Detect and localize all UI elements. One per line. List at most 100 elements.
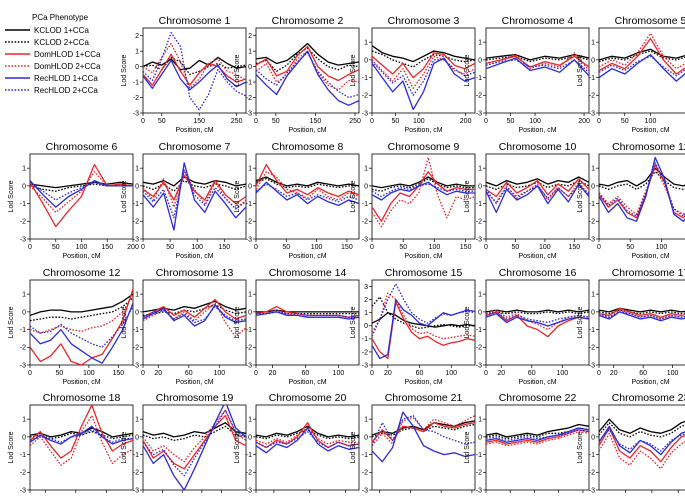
y-tick-label: -1: [20, 452, 26, 459]
y-tick-label: -1: [133, 452, 139, 459]
x-tick-label: 50: [282, 244, 290, 251]
plot-frame: [598, 153, 685, 240]
y-tick-label: 0: [478, 57, 482, 64]
y-tick-label: -3: [476, 362, 482, 369]
y-tick-label: -1: [476, 452, 482, 459]
y-tick-label: -3: [476, 487, 482, 493]
x-tick-label: 250: [349, 118, 361, 125]
y-tick-label: -3: [362, 362, 368, 369]
panel-title: Chromosome 21: [385, 392, 463, 404]
y-tick-label: 1: [22, 417, 26, 424]
panel-title: Chromosome 5: [615, 15, 685, 27]
panel-chromosome-6: Chromosome 6 -3 -2 -1 0 1 0 50 100 150 200 Position…: [8, 141, 139, 260]
panel-chromosome-8: Chromosome 8 -3 -2 -1 0 1 0 50 100 150 Position, c…: [234, 141, 360, 260]
panel-title: Chromosome 7: [159, 141, 231, 153]
y-tick-label: 1: [135, 292, 139, 299]
y-tick-label: 0: [364, 57, 368, 64]
series-line-domhlod-2-cca: [30, 171, 133, 214]
y-tick-label: -1: [362, 336, 368, 343]
x-tick-label: 100: [539, 244, 551, 251]
series-line-rechlod-2-cca: [256, 183, 359, 203]
legend-label-rechlod-2-cca: RecHLOD 2+CCa: [34, 86, 98, 95]
y-tick-label: -2: [589, 470, 595, 477]
y-axis-label: Lod Score: [577, 180, 584, 212]
y-tick-label: -2: [589, 93, 595, 100]
y-tick-label: 1: [591, 166, 595, 173]
x-axis-label: Position, cM: [404, 379, 442, 386]
series-line-rechlod-1-cca: [599, 156, 685, 222]
plot-frame: [598, 404, 685, 491]
panel-chromosome-1: Chromosome 1 -3 -2 -1 0 1 2 0 50 150 250 Position, …: [121, 15, 247, 134]
y-axis-label: Lod Score: [8, 431, 15, 463]
x-tick-label: 150: [218, 244, 230, 251]
x-tick-label: 200: [578, 118, 590, 125]
y-tick-label: -2: [246, 219, 252, 226]
x-tick-label: 0: [254, 370, 258, 377]
x-tick-label: 100: [645, 118, 657, 125]
y-tick-label: -1: [246, 452, 252, 459]
x-tick-label: 20: [154, 370, 162, 377]
series-line-domhlod-1-cca: [143, 298, 246, 320]
series-line-kclod-1-cca: [599, 167, 685, 187]
series-line-domhlod-2-cca: [599, 167, 685, 215]
series-line-domhlod-2-cca: [30, 414, 133, 466]
x-tick-label: 100: [191, 244, 203, 251]
y-tick-label: -3: [589, 110, 595, 117]
series-line-kclod-1-cca: [599, 307, 685, 313]
panel-chromosome-4: Chromosome 4 -3 -2 -1 0 1 0 50 100 200 Position, c…: [464, 15, 590, 134]
y-tick-label: -2: [20, 219, 26, 226]
y-tick-label: -2: [476, 345, 482, 352]
panel-chromosome-23: Chromosome 23-3-2-10150100150Position, c…: [577, 392, 685, 498]
y-tick-label: -1: [133, 201, 139, 208]
series-line-kclod-2-cca: [486, 55, 589, 63]
x-axis-label: Position, cM: [404, 127, 442, 134]
panel-chromosome-12: Chromosome 12 -3 -2 -1 0 1 0 50 100 150 Position, …: [8, 267, 134, 386]
series-line-rechlod-1-cca: [486, 312, 589, 327]
y-tick-label: 0: [364, 434, 368, 441]
panel-title: Chromosome 16: [499, 267, 577, 279]
y-tick-label: 2: [135, 33, 139, 40]
y-tick-label: -3: [133, 362, 139, 369]
panel-chromosome-2: Chromosome 2 -3 -2 -1 0 1 2 0 50 150 250 Position, …: [234, 15, 361, 134]
y-tick-label: 0: [22, 434, 26, 441]
y-tick-label: -3: [20, 362, 26, 369]
x-tick-label: 20: [269, 370, 277, 377]
y-tick-label: -2: [20, 470, 26, 477]
y-tick-label: 1: [22, 166, 26, 173]
x-tick-label: 100: [83, 370, 95, 377]
series-line-domhlod-2-cca: [599, 32, 685, 70]
series-line-kclod-1-cca: [372, 45, 475, 63]
x-axis-label: Position, cM: [631, 253, 669, 260]
y-tick-label: 1: [364, 40, 368, 47]
y-tick-label: 1: [135, 49, 139, 56]
y-tick-label: 0: [478, 309, 482, 316]
series-line-rechlod-2-cca: [372, 414, 475, 446]
x-axis-label: Position, cM: [288, 379, 326, 386]
legend-label-domhlod-1-cca: DomHLOD 1+CCa: [34, 50, 101, 59]
x-tick-label: 100: [213, 370, 225, 377]
x-tick-label: 100: [556, 370, 568, 377]
y-tick-label: 1: [591, 417, 595, 424]
x-tick-label: 50: [512, 244, 520, 251]
series-line-rechlod-1-cca: [30, 425, 133, 445]
x-tick-label: 200: [460, 118, 472, 125]
series-line-domhlod-2-cca: [372, 415, 475, 447]
series-line-rechlod-1-cca: [256, 427, 359, 454]
panel-title: Chromosome 20: [269, 392, 347, 404]
series-line-rechlod-1-cca: [256, 50, 359, 106]
panel-chromosome-10: Chromosome 10 -3 -2 -1 0 1 0 50 100 150 Position, …: [464, 141, 590, 260]
series-line-domhlod-2-cca: [256, 50, 359, 91]
y-tick-label: -3: [476, 236, 482, 243]
x-tick-label: 0: [484, 118, 488, 125]
series-line-kclod-1-cca: [256, 425, 359, 438]
x-axis-label: Position, cM: [518, 253, 556, 260]
y-tick-label: -2: [589, 219, 595, 226]
y-tick-label: -3: [589, 362, 595, 369]
series-line-kclod-1-cca: [256, 176, 359, 187]
plot-frame: [29, 279, 134, 366]
series-line-rechlod-1-cca: [372, 57, 475, 111]
y-tick-label: 1: [364, 417, 368, 424]
y-tick-label: 1: [478, 166, 482, 173]
y-tick-label: 1: [135, 166, 139, 173]
